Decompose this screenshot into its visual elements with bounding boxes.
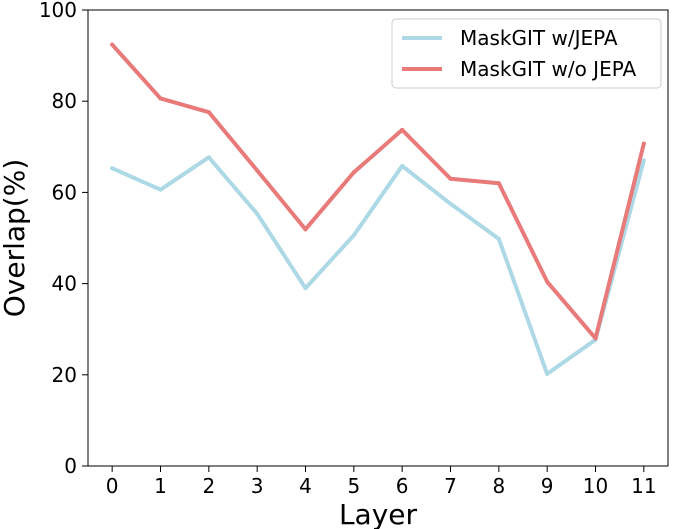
y-tick-label: 0 (64, 454, 77, 478)
data-point (593, 336, 598, 341)
data-point (303, 286, 308, 291)
legend: MaskGIT w/JEPA MaskGIT w/o JEPA (391, 18, 662, 89)
data-point (206, 155, 211, 160)
data-point (110, 166, 115, 171)
y-tick-label: 80 (52, 89, 77, 113)
series-layer (110, 42, 646, 376)
data-point (448, 176, 453, 181)
data-point (158, 187, 163, 192)
y-axis-title: Overlap(%) (0, 159, 31, 318)
x-tick-label: 5 (347, 474, 360, 498)
data-point (641, 141, 646, 146)
y-axis-ticks: 0 20 40 60 80 100 (39, 0, 88, 478)
x-tick-label: 10 (583, 474, 608, 498)
plot-frame (87, 9, 669, 467)
y-tick-label: 100 (39, 0, 77, 22)
data-point (351, 233, 356, 238)
x-tick-label: 0 (106, 474, 119, 498)
data-point (641, 158, 646, 163)
legend-label: MaskGIT w/o JEPA (460, 57, 636, 81)
x-tick-label: 8 (492, 474, 505, 498)
y-tick-label: 40 (52, 272, 77, 296)
legend-label: MaskGIT w/JEPA (460, 26, 618, 50)
x-tick-label: 7 (444, 474, 457, 498)
x-tick-label: 3 (251, 474, 264, 498)
x-tick-label: 2 (202, 474, 215, 498)
data-point (400, 127, 405, 132)
data-point (255, 168, 260, 173)
data-point (545, 279, 550, 284)
x-axis-title: Layer (339, 498, 418, 529)
x-tick-label: 6 (396, 474, 409, 498)
y-tick-label: 20 (52, 363, 77, 387)
legend-box (391, 18, 662, 89)
y-tick-label: 60 (52, 180, 77, 204)
data-point (448, 201, 453, 206)
data-point (110, 42, 115, 47)
data-point (496, 236, 501, 241)
data-point (303, 227, 308, 232)
data-point (158, 96, 163, 101)
data-point (400, 163, 405, 168)
data-point (496, 181, 501, 186)
series-line-0 (110, 155, 646, 376)
x-tick-label: 4 (299, 474, 312, 498)
x-axis-ticks: 0 1 2 3 4 5 6 7 8 9 10 11 (106, 466, 657, 498)
data-point (351, 170, 356, 175)
data-point (545, 371, 550, 376)
data-point (255, 211, 260, 216)
x-tick-label: 1 (154, 474, 167, 498)
x-tick-label: 9 (541, 474, 554, 498)
x-tick-label: 11 (631, 474, 656, 498)
data-point (206, 110, 211, 115)
series-line-1 (110, 42, 646, 341)
